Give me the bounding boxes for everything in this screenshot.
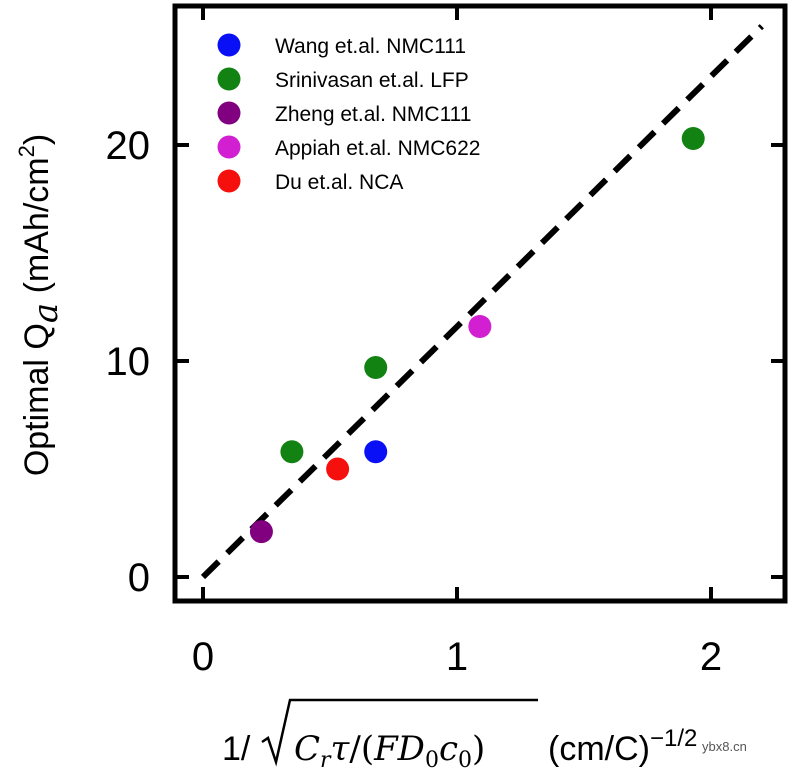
x-axis-title-exponent: −1/2 xyxy=(650,725,697,752)
y-axis-title-unit: (mAh/cm xyxy=(18,157,56,302)
watermark: ybx8.cn xyxy=(702,739,747,754)
legend-label: Srinivasan et.al. LFP xyxy=(275,69,469,92)
x-tick-label: 1 xyxy=(446,635,468,679)
plot-frame xyxy=(172,3,788,604)
x-tick-label: 2 xyxy=(700,635,722,679)
y-tick-label: 0 xyxy=(128,556,150,600)
x-axis-title-unit: (cm/C) xyxy=(548,730,650,768)
legend-marker xyxy=(217,135,241,159)
y-axis-title-subscript: a xyxy=(26,303,66,323)
svg-text:(cm/C)−1/2: (cm/C)−1/2 xyxy=(548,725,697,768)
data-point xyxy=(326,457,350,481)
legend-label: Appiah et.al. NMC622 xyxy=(275,137,480,160)
data-point xyxy=(249,520,273,544)
fit-line xyxy=(200,24,764,580)
x-axis-title-radical xyxy=(261,698,538,767)
data-point xyxy=(280,440,304,464)
x-tick-label: 0 xyxy=(192,635,214,679)
x-axis-title-radicand: Crτ/(FD0c0) xyxy=(294,729,485,773)
legend-marker xyxy=(217,101,241,125)
legend-label: Zheng et.al. NMC111 xyxy=(275,103,472,126)
y-tick-label: 10 xyxy=(106,340,151,384)
data-point xyxy=(681,127,705,151)
data-point xyxy=(364,440,388,464)
legend-label: Du et.al. NCA xyxy=(275,171,403,194)
y-tick-label: 20 xyxy=(106,124,151,168)
data-point xyxy=(468,314,492,338)
y-axis-title: Optimal Qa (mAh/cm2) xyxy=(14,134,66,476)
legend-marker xyxy=(217,67,241,91)
y-axis-title-superscript: 2 xyxy=(14,145,39,157)
y-axis-title-close: ) xyxy=(18,134,56,145)
x-axis-title: 1/ Crτ/(FD0c0) (cm/C)−1/2 xyxy=(222,698,697,773)
legend-marker xyxy=(217,169,241,193)
legend-label: Wang et.al. NMC111 xyxy=(275,35,466,58)
x-axis-title-prefix: 1/ xyxy=(222,730,251,768)
data-point xyxy=(364,355,388,379)
legend-marker xyxy=(217,33,241,57)
y-axis-title-main: Optimal Q xyxy=(18,323,56,476)
